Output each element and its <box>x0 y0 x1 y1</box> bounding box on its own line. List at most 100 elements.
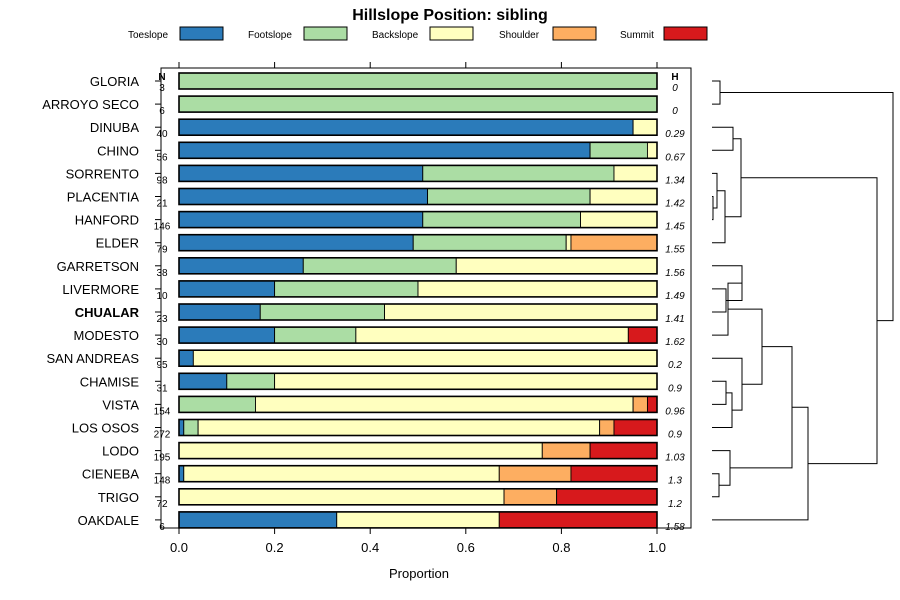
bar-segment-footslope <box>422 211 581 229</box>
bar-outline <box>178 233 658 252</box>
bar-outline <box>178 164 658 183</box>
row-garretson: GARRETSON 38 1.56 <box>57 256 685 279</box>
sample-size: 154 <box>154 406 171 417</box>
entropy-value: 1.56 <box>665 268 685 279</box>
bar-segment-summit <box>613 419 658 436</box>
bar-segment-shoulder <box>599 419 615 436</box>
bar-segment-backslope <box>384 303 658 321</box>
dendrogram-branch <box>712 392 733 428</box>
bar-segment-toeslope <box>178 511 338 529</box>
sample-size: 23 <box>156 314 168 325</box>
entropy-value: 1.62 <box>665 337 685 348</box>
bar-segment-footslope <box>259 303 385 321</box>
bar-segment-backslope <box>336 511 500 529</box>
bar-segment-footslope <box>274 326 357 344</box>
row-san-andreas: SAN ANDREAS 95 0.2 <box>47 349 682 371</box>
bar-segment-backslope <box>192 349 658 367</box>
bar-segment-backslope <box>183 465 500 483</box>
bar-outline <box>178 349 658 368</box>
bar-segment-footslope <box>183 419 199 436</box>
sample-size: 98 <box>156 175 168 186</box>
bar-segment-shoulder <box>498 465 572 483</box>
row-chualar: CHUALAR 23 1.41 <box>75 303 685 325</box>
bar-segment-backslope <box>455 257 658 275</box>
bar-segment-toeslope <box>178 234 414 252</box>
row-label: VISTA <box>102 397 139 412</box>
sample-size: 40 <box>156 129 168 140</box>
bar-segment-backslope <box>417 280 658 298</box>
row-chino: CHINO 56 0.67 <box>97 141 685 163</box>
bar-segment-backslope <box>589 188 658 205</box>
sample-size: 6 <box>159 106 165 117</box>
row-label: PLACENTIA <box>67 190 140 205</box>
sample-size: 56 <box>156 152 168 163</box>
dendrogram-branch <box>712 196 714 221</box>
sample-size: 38 <box>156 268 168 279</box>
bar-outline <box>178 187 658 206</box>
dendrogram-branch <box>712 357 743 411</box>
bar-segment-shoulder <box>541 442 591 460</box>
dendrogram-branch <box>741 177 878 465</box>
x-tick-label: 0.2 <box>266 540 284 555</box>
bar-segment-toeslope <box>178 141 591 159</box>
row-gloria: GLORIA 3 0 <box>90 72 678 94</box>
row-sorrento: SORRENTO 98 1.34 <box>66 164 685 186</box>
x-tick-label: 0.8 <box>552 540 570 555</box>
bar-segment-summit <box>646 395 658 413</box>
entropy-value: 0.9 <box>668 430 682 441</box>
bar-segment-toeslope <box>178 211 424 229</box>
bar-segment-toeslope <box>178 372 228 390</box>
bar-segment-shoulder <box>570 234 658 252</box>
row-dinuba: DINUBA 40 0.29 <box>90 118 685 140</box>
x-tick-label: 0.0 <box>170 540 188 555</box>
entropy-value: 1.45 <box>665 222 685 233</box>
bar-segment-backslope <box>565 234 572 252</box>
sample-size: 79 <box>156 245 168 256</box>
row-label: LOS OSOS <box>72 421 140 436</box>
legend-swatch-toeslope <box>179 26 224 41</box>
bar-segment-backslope <box>632 118 658 136</box>
row-label: CHUALAR <box>75 305 140 320</box>
row-label: LODO <box>102 444 139 459</box>
row-trigo: TRIGO 72 1.2 <box>98 487 682 510</box>
entropy-value: 0.29 <box>665 129 685 140</box>
row-label: GLORIA <box>90 74 139 89</box>
bar-outline <box>178 372 658 391</box>
bar-segment-footslope <box>178 395 256 413</box>
row-elder: ELDER 79 1.55 <box>96 233 685 256</box>
dendrogram-branch <box>712 80 721 105</box>
row-label: DINUBA <box>90 120 139 135</box>
bar-outline <box>178 326 658 344</box>
bar-outline <box>178 95 658 113</box>
bar-outline <box>178 487 658 506</box>
dendrogram-branch <box>712 288 727 313</box>
sample-size: 195 <box>154 453 171 464</box>
sample-size: 21 <box>156 199 168 210</box>
sample-size: 72 <box>156 499 168 510</box>
bar-segment-shoulder <box>503 488 558 506</box>
entropy-value: 0.96 <box>665 406 685 417</box>
entropy-value: 1.34 <box>665 175 685 186</box>
row-modesto: MODESTO 30 1.62 <box>74 326 685 348</box>
row-label: CIENEBA <box>82 467 139 482</box>
entropy-value: 1.03 <box>665 453 685 464</box>
entropy-value: 1.3 <box>668 476 682 487</box>
sample-size: 10 <box>156 291 168 302</box>
legend-label-backslope: Backslope <box>372 30 419 41</box>
bar-segment-summit <box>627 326 658 344</box>
bar-outline <box>178 256 658 275</box>
sample-size: 3 <box>159 83 165 94</box>
bar-segment-backslope <box>646 141 658 159</box>
bar-segment-toeslope <box>178 326 276 344</box>
entropy-value: 1.41 <box>665 314 684 325</box>
bar-segment-summit <box>556 488 658 506</box>
sample-size: 272 <box>154 430 171 441</box>
bar-segment-toeslope <box>178 349 194 367</box>
x-tick-label: 0.4 <box>361 540 379 555</box>
dendrogram-branch <box>728 308 763 385</box>
legend-label-summit: Summit <box>620 30 654 41</box>
bar-segment-summit <box>498 511 658 529</box>
entropy-value: 1.2 <box>668 499 682 510</box>
bar-segment-toeslope <box>178 280 276 298</box>
